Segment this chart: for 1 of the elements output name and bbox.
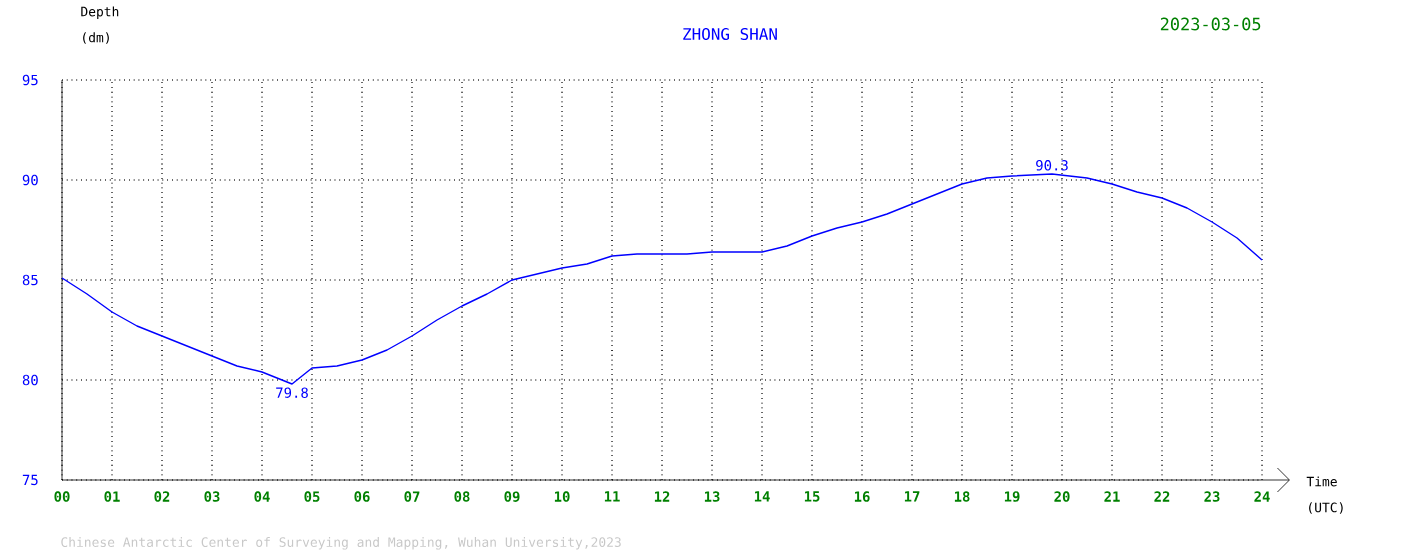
chart-subtitle: 2023-03-05 [1160,17,1261,31]
